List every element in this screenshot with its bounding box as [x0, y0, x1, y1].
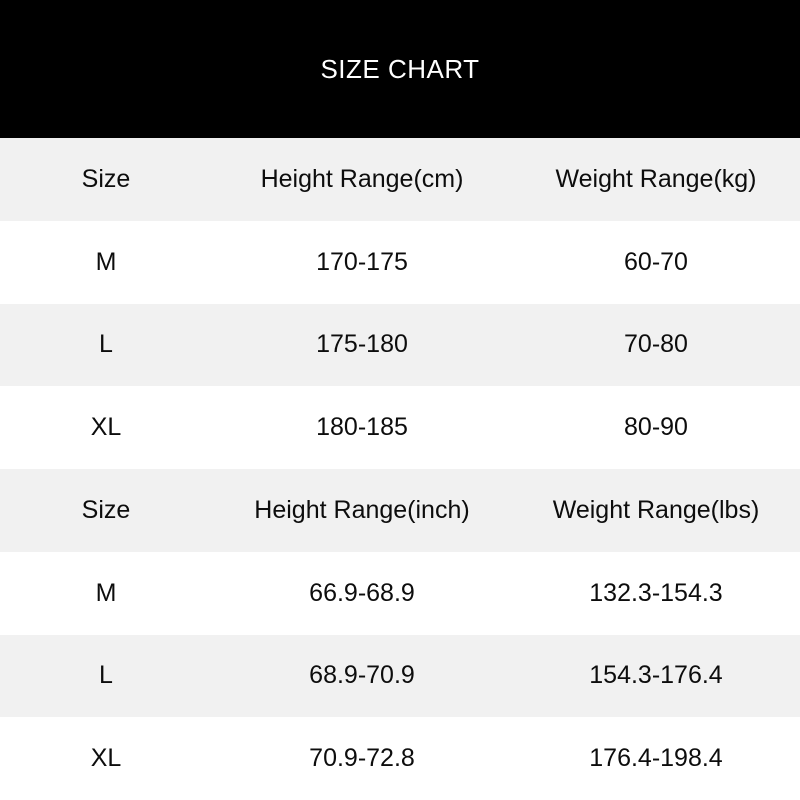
weight-cell: 80-90 — [624, 413, 688, 442]
weight-cell: 60-70 — [624, 247, 688, 276]
size-cell: XL — [90, 744, 122, 773]
table-row: M 170-175 60-70 — [0, 220, 800, 304]
table-row: XL 70.9-72.8 176.4-198.4 — [0, 717, 800, 800]
weight-cell: 154.3-176.4 — [589, 661, 723, 690]
header-cell: Height Range(cm) — [260, 164, 464, 193]
table-header-row: Size Height Range(cm) Weight Range(kg) — [0, 138, 800, 221]
size-chart-body: Size Height Range(cm) Weight Range(kg) M 170… — [0, 138, 800, 800]
weight-cell: 132.3-154.3 — [589, 578, 723, 607]
height-cell: 66.9-68.9 — [309, 578, 415, 607]
size-cell: L — [99, 330, 113, 359]
height-cell: 68.9-70.9 — [309, 661, 415, 690]
header-cell: Weight Range(kg) — [555, 164, 757, 193]
header-cell: Size — [81, 164, 131, 193]
size-chart-table: Size Height Range(cm) Weight Range(kg) M 170… — [0, 138, 800, 800]
page-title: SIZE CHART — [320, 53, 480, 84]
weight-cell: 70-80 — [624, 330, 688, 359]
header-cell: Size — [81, 495, 131, 524]
banner: SIZE CHART — [0, 0, 800, 138]
header-cell: Weight Range(lbs) — [552, 495, 760, 524]
table-row: XL 180-185 80-90 — [0, 386, 800, 469]
height-cell: 170-175 — [316, 247, 408, 276]
height-cell: 180-185 — [316, 413, 408, 442]
table-row: L 68.9-70.9 154.3-176.4 — [0, 634, 800, 718]
weight-cell: 176.4-198.4 — [589, 744, 723, 773]
height-cell: 70.9-72.8 — [309, 744, 415, 773]
table-row: M 66.9-68.9 132.3-154.3 — [0, 551, 800, 635]
size-cell: M — [95, 247, 117, 276]
table-row: L 175-180 70-80 — [0, 303, 800, 387]
size-cell: M — [95, 578, 117, 607]
size-cell: XL — [90, 413, 122, 442]
header-cell: Height Range(inch) — [254, 495, 470, 524]
size-cell: L — [99, 661, 113, 690]
table-header-row: Size Height Range(inch) Weight Range(lbs) — [0, 469, 800, 552]
height-cell: 175-180 — [316, 330, 408, 359]
